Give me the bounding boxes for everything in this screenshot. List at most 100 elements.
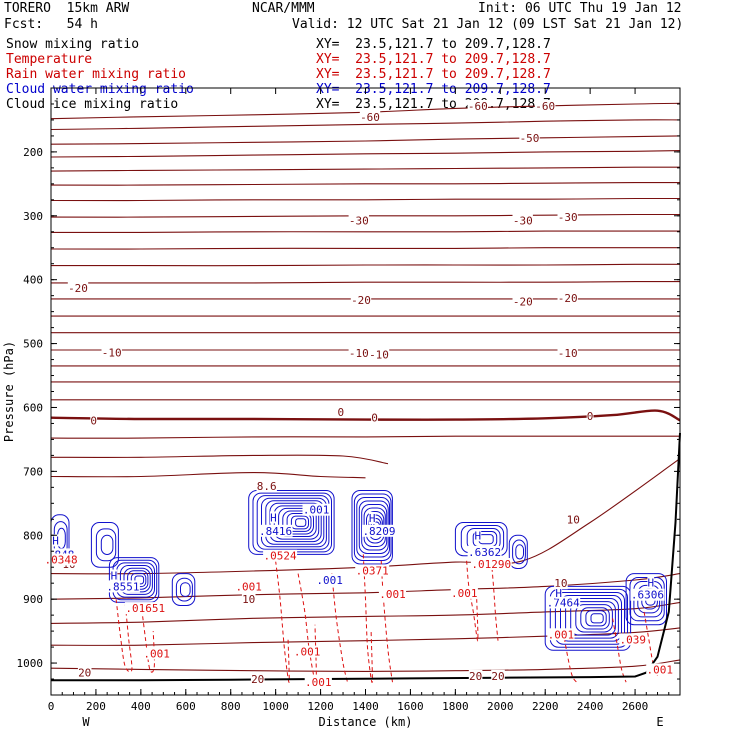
contour-label-bg-3	[519, 131, 540, 144]
contour-label-bg-8	[350, 294, 372, 307]
field-xy-cloud-water: XY= 23.5,121.7 to 209.7,128.7	[316, 82, 551, 97]
x-tick-label: 400	[131, 700, 151, 713]
contour-label-cloud: .001	[303, 504, 330, 517]
cloud-water-contour-8-0	[544, 585, 632, 651]
contour-label-cloud: H	[555, 587, 562, 600]
contour-label-bg-2	[467, 99, 488, 112]
rain-water-contour-7	[466, 560, 479, 642]
contour-label-bg-41	[647, 576, 655, 589]
temperature-contours	[50, 102, 681, 672]
contour-label-cloud: H	[111, 570, 118, 583]
contour-label-cloud: H	[647, 577, 654, 590]
y-tick-label: 200	[23, 146, 43, 159]
forecast-hour: Fcst: 54 h	[4, 17, 98, 32]
contour-label-bg-0	[359, 110, 381, 123]
center-name: NCAR/MMM	[252, 1, 315, 16]
cloud-water-contour-7-2	[515, 544, 524, 560]
contour-label-bg-40	[467, 545, 502, 558]
contour-label-rain: .0348	[45, 554, 78, 567]
x-end-label-east: E	[656, 715, 663, 729]
rain-water-contour-4	[331, 573, 348, 683]
contour-label-bg-35	[302, 503, 330, 516]
y-tick-label: 1000	[17, 657, 44, 670]
contour-label-bg-50	[293, 645, 321, 658]
temperature-contour-23	[50, 458, 681, 575]
contour-label-rain: .01290	[471, 558, 511, 571]
contour-label-bg-19	[256, 480, 277, 493]
contour-label-cloud: .8209	[362, 525, 395, 538]
contour-label-bg-51	[304, 676, 332, 689]
contour-label-bg-58	[646, 663, 674, 676]
temperature-contour-9	[50, 247, 680, 250]
x-tick-label: 800	[221, 700, 241, 713]
contour-label-bg-39	[474, 529, 482, 542]
y-tick-label: 500	[23, 338, 43, 351]
contour-label-bg-56	[547, 628, 575, 641]
contour-label-temperature: 20	[251, 673, 264, 686]
contour-label-bg-12	[348, 347, 369, 360]
temperature-contour-0	[50, 102, 681, 120]
y-tick-label: 800	[23, 529, 43, 542]
contour-label-bg-10	[557, 292, 578, 305]
contour-label-bg-5	[512, 214, 533, 227]
contour-label-temperature: -60	[360, 111, 380, 124]
contour-label-bg-38	[316, 574, 344, 586]
contour-label-temperature: 20	[491, 670, 504, 683]
contour-label-bg-55	[450, 586, 478, 599]
contour-label-bg-4	[348, 214, 369, 227]
temperature-contour-4	[50, 166, 681, 172]
contour-label-cloud: H	[369, 512, 376, 525]
cloud-water-contour-6-4	[478, 534, 494, 545]
x-tick-label: 2600	[622, 700, 649, 713]
cloud-water-contour-3-1	[175, 577, 193, 602]
contour-label-rain: .001	[647, 663, 674, 676]
contour-label-bg-26	[250, 673, 265, 685]
contour-label-bg-31	[105, 580, 140, 593]
contour-label-bg-37	[362, 524, 396, 537]
valid-time: Valid: 12 UTC Sat 21 Jan 12 (09 LST Sat …	[292, 17, 684, 32]
contour-label-temperature: -30	[558, 211, 578, 224]
contour-label-temperature: -20	[68, 282, 88, 295]
temperature-contour-2	[50, 135, 681, 145]
contour-label-bg-24	[241, 593, 256, 606]
contour-label-rain: .01651	[125, 602, 165, 615]
contour-label-temperature: -10	[558, 347, 578, 360]
contour-label-rain: .001	[235, 580, 262, 593]
rain-water-contour-2	[275, 560, 290, 683]
contour-label-cloud: H	[474, 529, 481, 542]
contour-label-rain: .001	[548, 628, 575, 641]
contour-label-temperature: -50	[520, 132, 540, 145]
field-xy-snow: XY= 23.5,121.7 to 209.7,128.7	[316, 37, 551, 52]
contour-label-bg-49	[143, 647, 171, 660]
temperature-contour-27	[50, 659, 681, 672]
contour-label-bg-54	[470, 558, 512, 570]
contour-label-cloud: .6306	[631, 589, 664, 602]
cloud-water-contour-3-0	[171, 573, 196, 606]
contour-label-temperature: 0	[337, 406, 344, 419]
x-tick-label: 600	[176, 700, 196, 713]
x-tick-label: 1000	[262, 700, 289, 713]
contour-label-bg-13	[368, 348, 390, 361]
temperature-contour-21	[50, 454, 389, 465]
y-tick-label: 600	[23, 401, 43, 414]
contour-label-bg-9	[512, 295, 533, 308]
cloud-water-contour-8-3	[560, 595, 622, 642]
contour-label-cloud: .8551	[106, 580, 139, 593]
contour-label-bg-34	[258, 524, 293, 537]
contour-label-temperature: -30	[349, 214, 369, 227]
contour-label-temperature: 10	[567, 513, 580, 526]
contour-label-bg-11	[101, 346, 122, 359]
contour-label-bg-17	[371, 411, 378, 424]
contour-label-bg-18	[586, 409, 594, 422]
field-name-snow: Snow mixing ratio	[6, 37, 140, 52]
x-axis-label: Distance (km)	[319, 715, 413, 729]
contour-label-bg-33	[270, 511, 277, 524]
contour-label-temperature: 20	[78, 667, 91, 680]
contour-label-bg-43	[546, 596, 581, 609]
contour-label-rain: .0371	[356, 564, 389, 577]
cloud-water-contour-8-8	[585, 610, 607, 627]
contour-label-cloud: H	[52, 534, 59, 547]
cloud-water-contour-8-4	[565, 598, 619, 639]
contour-label-cloud: .6362	[468, 546, 501, 559]
